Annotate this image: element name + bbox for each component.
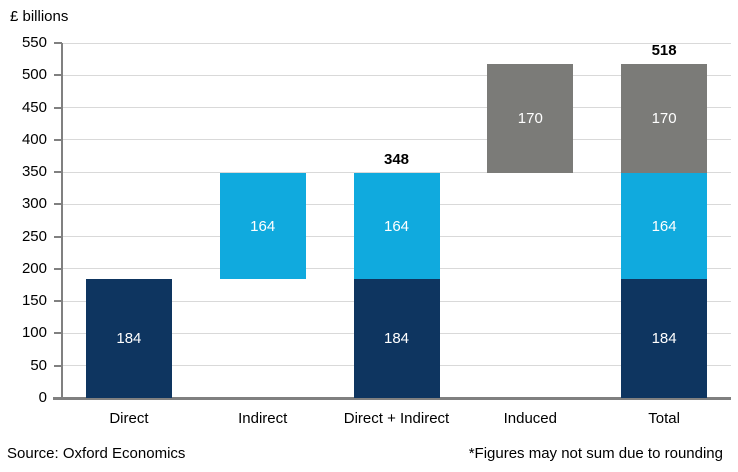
y-axis-tick: [54, 364, 62, 367]
y-axis-tick: [54, 171, 62, 174]
y-axis-tick-label: 200: [21, 259, 47, 277]
bar-value-label: 164: [383, 217, 410, 235]
y-axis-tick-label: 300: [21, 195, 47, 213]
gridline: [62, 171, 731, 173]
y-axis-tick-label: 450: [21, 98, 47, 116]
y-axis-tick: [54, 203, 62, 206]
y-axis-tick-label: 0: [38, 389, 47, 406]
x-axis-category-label: Direct: [109, 410, 149, 427]
bar-value-label: 170: [651, 110, 677, 127]
y-axis-tick-label: 400: [21, 130, 47, 148]
y-axis-tick: [54, 300, 62, 303]
y-axis-tick: [54, 106, 62, 109]
gridline: [62, 74, 731, 76]
y-axis-tick: [54, 235, 62, 238]
x-axis-category-label: Direct + Indirect: [343, 410, 450, 427]
gridline: [62, 42, 731, 44]
bar-segment: 164: [219, 173, 306, 280]
y-axis-tick-label: 150: [21, 292, 47, 310]
y-axis-tick: [54, 74, 62, 77]
bar-segment: 164: [621, 173, 708, 280]
y-axis-tick-label: 550: [21, 34, 47, 51]
y-axis-tick-label: 500: [21, 66, 47, 84]
bar-segment: 170: [621, 63, 708, 174]
bar-segment: 164: [353, 173, 440, 280]
bar-value-label: 184: [116, 330, 142, 348]
bar-value-label: 184: [383, 330, 410, 348]
bar-segment: 184: [353, 279, 440, 398]
x-axis-category-label: Indirect: [238, 410, 288, 427]
gridline: [62, 107, 731, 109]
bar-segment: 184: [621, 279, 708, 398]
y-axis-tick-label: 100: [21, 324, 47, 342]
y-axis-tick-label: 50: [30, 356, 47, 374]
bar-total-label: 518: [651, 41, 677, 59]
rounding-footnote: *Figures may not sum due to rounding: [468, 445, 723, 462]
bar-total-label: 348: [383, 151, 410, 169]
source-note: Source: Oxford Economics: [7, 445, 186, 462]
bar-value-label: 184: [651, 330, 677, 348]
x-axis-line: [53, 397, 731, 400]
y-axis-tick: [54, 42, 62, 44]
y-axis-tick-label: 250: [21, 227, 47, 245]
bar-value-label: 164: [651, 217, 677, 235]
bar-value-label: 164: [250, 217, 276, 235]
axis-units-title: £ billions: [10, 8, 69, 25]
y-axis-line: [61, 43, 63, 398]
y-axis-tick: [54, 138, 62, 141]
y-axis-tick: [54, 267, 62, 270]
bar-value-label: 170: [517, 110, 543, 127]
y-axis-tick-label: 350: [21, 163, 47, 181]
y-axis-tick: [54, 332, 62, 335]
bar-segment: 184: [85, 279, 172, 398]
x-axis-category-label: Induced: [503, 410, 557, 427]
bar-segment: 170: [487, 63, 574, 174]
gridline: [62, 139, 731, 141]
x-axis-category-label: Total: [648, 410, 680, 427]
